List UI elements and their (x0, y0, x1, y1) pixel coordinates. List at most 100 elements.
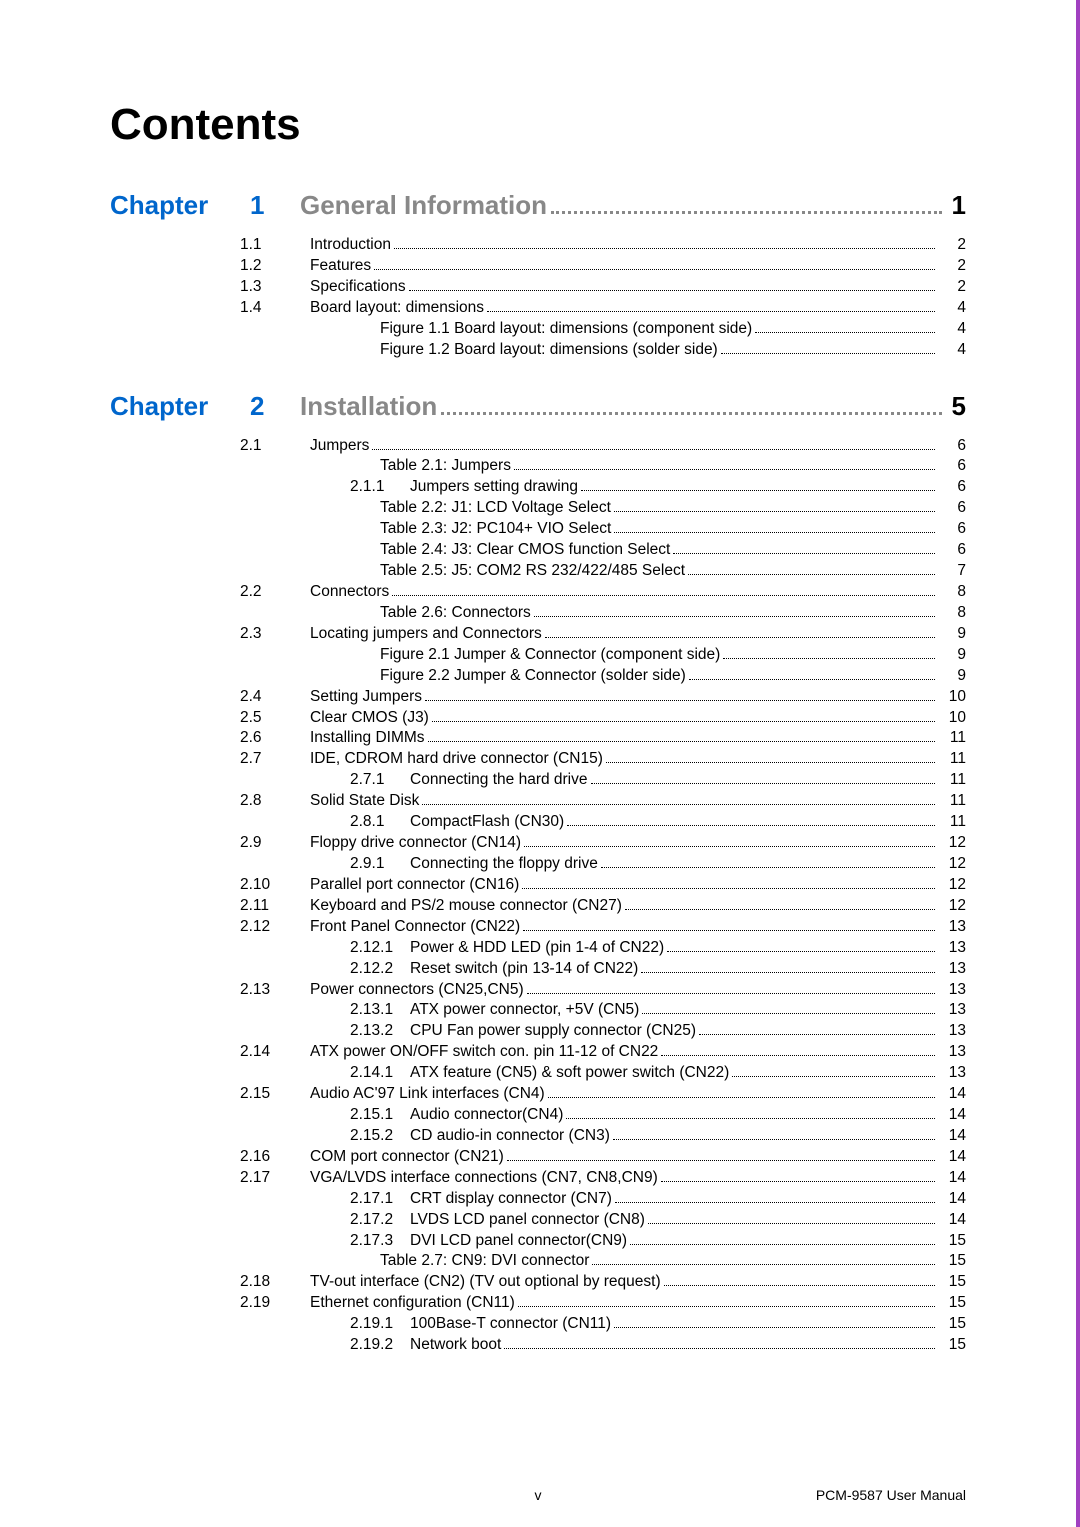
section-number: 2.18 (110, 1272, 310, 1293)
entry-title: Setting Jumpers (310, 687, 938, 708)
toc-entry: 2.16COM port connector (CN21)14 (110, 1147, 966, 1168)
toc-entry: 2.2Connectors8 (110, 582, 966, 603)
toc-entry: 2.15.1Audio connector(CN4)14 (110, 1105, 966, 1126)
entry-title: Clear CMOS (J3) (310, 708, 938, 729)
entry-title: 2.15.1Audio connector(CN4) (310, 1105, 938, 1126)
entry-title: Figure 1.1 Board layout: dimensions (com… (310, 319, 938, 340)
toc-entry: Table 2.6: Connectors8 (110, 603, 966, 624)
chapter-page: 1 (946, 190, 966, 221)
section-number: 2.16 (110, 1147, 310, 1168)
entry-page: 2 (938, 235, 966, 256)
chapter-heading: Chapter1General Information 1 (110, 190, 966, 221)
entry-title: Specifications (310, 277, 938, 298)
entry-page: 9 (938, 645, 966, 666)
section-number: 2.1 (110, 436, 310, 457)
toc-entry: Table 2.7: CN9: DVI connector15 (110, 1251, 966, 1272)
toc-entry: 1.2Features2 (110, 256, 966, 277)
toc-entry: Table 2.1: Jumpers6 (110, 456, 966, 477)
section-number: 1.1 (110, 235, 310, 256)
entry-page: 4 (938, 340, 966, 361)
section-number: 2.10 (110, 875, 310, 896)
entry-page: 6 (938, 436, 966, 457)
entry-title: 2.13.2CPU Fan power supply connector (CN… (310, 1021, 938, 1042)
entry-page: 11 (938, 791, 966, 812)
entry-page: 15 (938, 1293, 966, 1314)
toc-entry: 2.1Jumpers6 (110, 436, 966, 457)
entry-page: 14 (938, 1126, 966, 1147)
entry-page: 14 (938, 1105, 966, 1126)
entry-page: 14 (938, 1147, 966, 1168)
section-number: 2.7 (110, 749, 310, 770)
toc-entry: 1.1Introduction2 (110, 235, 966, 256)
entry-page: 13 (938, 917, 966, 938)
entry-title: Ethernet configuration (CN11) (310, 1293, 938, 1314)
toc-entry: 2.17VGA/LVDS interface connections (CN7,… (110, 1168, 966, 1189)
entry-page: 12 (938, 875, 966, 896)
toc-entry: Table 2.3: J2: PC104+ VIO Select6 (110, 519, 966, 540)
entry-page: 10 (938, 687, 966, 708)
entry-page: 15 (938, 1314, 966, 1335)
entry-title: VGA/LVDS interface connections (CN7, CN8… (310, 1168, 938, 1189)
entry-page: 4 (938, 319, 966, 340)
section-number: 2.9 (110, 833, 310, 854)
toc-entry: 2.7.1Connecting the hard drive11 (110, 770, 966, 791)
chapter-page: 5 (946, 391, 966, 422)
toc-entry: 2.17.2LVDS LCD panel connector (CN8)14 (110, 1210, 966, 1231)
section-number: 2.5 (110, 708, 310, 729)
entry-title: IDE, CDROM hard drive connector (CN15) (310, 749, 938, 770)
section-number: 2.12 (110, 917, 310, 938)
contents-title: Contents (110, 100, 966, 150)
entry-title: Parallel port connector (CN16) (310, 875, 938, 896)
entry-title: Keyboard and PS/2 mouse connector (CN27) (310, 896, 938, 917)
entry-page: 15 (938, 1335, 966, 1356)
section-number: 2.13 (110, 980, 310, 1001)
toc-entry: 2.14ATX power ON/OFF switch con. pin 11-… (110, 1042, 966, 1063)
entry-page: 8 (938, 603, 966, 624)
toc-entry: Figure 2.1 Jumper & Connector (component… (110, 645, 966, 666)
toc-entry: 2.11Keyboard and PS/2 mouse connector (C… (110, 896, 966, 917)
entry-page: 10 (938, 708, 966, 729)
entry-title: Features (310, 256, 938, 277)
toc-entry: 2.9Floppy drive connector (CN14)12 (110, 833, 966, 854)
entry-title: ATX power ON/OFF switch con. pin 11-12 o… (310, 1042, 938, 1063)
footer-page-number: v (535, 1487, 542, 1503)
toc-entry: 2.18TV-out interface (CN2) (TV out optio… (110, 1272, 966, 1293)
entry-title: Figure 2.1 Jumper & Connector (component… (310, 645, 938, 666)
toc-entry: 2.9.1Connecting the floppy drive12 (110, 854, 966, 875)
toc-entry: 2.10Parallel port connector (CN16)12 (110, 875, 966, 896)
entry-title: 2.17.2LVDS LCD panel connector (CN8) (310, 1210, 938, 1231)
entry-page: 2 (938, 277, 966, 298)
toc-entry: 2.13.1ATX power connector, +5V (CN5)13 (110, 1000, 966, 1021)
entry-page: 11 (938, 728, 966, 749)
entry-page: 13 (938, 938, 966, 959)
entry-title: 2.12.1Power & HDD LED (pin 1-4 of CN22) (310, 938, 938, 959)
entry-page: 6 (938, 477, 966, 498)
toc-entry: 2.12Front Panel Connector (CN22)13 (110, 917, 966, 938)
toc-entry: 2.1.1Jumpers setting drawing6 (110, 477, 966, 498)
section-number: 1.4 (110, 298, 310, 319)
section-number: 2.19 (110, 1293, 310, 1314)
toc-entry: 2.15Audio AC'97 Link interfaces (CN4)14 (110, 1084, 966, 1105)
entry-title: 2.17.3DVI LCD panel connector(CN9) (310, 1231, 938, 1252)
section-number: 2.8 (110, 791, 310, 812)
entry-page: 11 (938, 749, 966, 770)
toc-entry: Figure 1.2 Board layout: dimensions (sol… (110, 340, 966, 361)
chapter-number: 2 (250, 391, 300, 422)
toc-entry: 2.7IDE, CDROM hard drive connector (CN15… (110, 749, 966, 770)
chapter-label: Chapter (110, 190, 250, 221)
entry-title: Table 2.7: CN9: DVI connector (310, 1251, 938, 1272)
chapter-title: General Information (300, 190, 946, 221)
toc-entry: 2.13Power connectors (CN25,CN5)13 (110, 980, 966, 1001)
entry-title: Solid State Disk (310, 791, 938, 812)
entry-page: 12 (938, 896, 966, 917)
entry-page: 15 (938, 1231, 966, 1252)
entry-title: Floppy drive connector (CN14) (310, 833, 938, 854)
entry-title: Table 2.3: J2: PC104+ VIO Select (310, 519, 938, 540)
section-number: 2.14 (110, 1042, 310, 1063)
toc-entry: 2.12.1Power & HDD LED (pin 1-4 of CN22)1… (110, 938, 966, 959)
chapter-number: 1 (250, 190, 300, 221)
entry-page: 4 (938, 298, 966, 319)
entry-title: TV-out interface (CN2) (TV out optional … (310, 1272, 938, 1293)
table-of-contents: Chapter1General Information 11.1Introduc… (110, 190, 966, 1356)
entry-title: Audio AC'97 Link interfaces (CN4) (310, 1084, 938, 1105)
